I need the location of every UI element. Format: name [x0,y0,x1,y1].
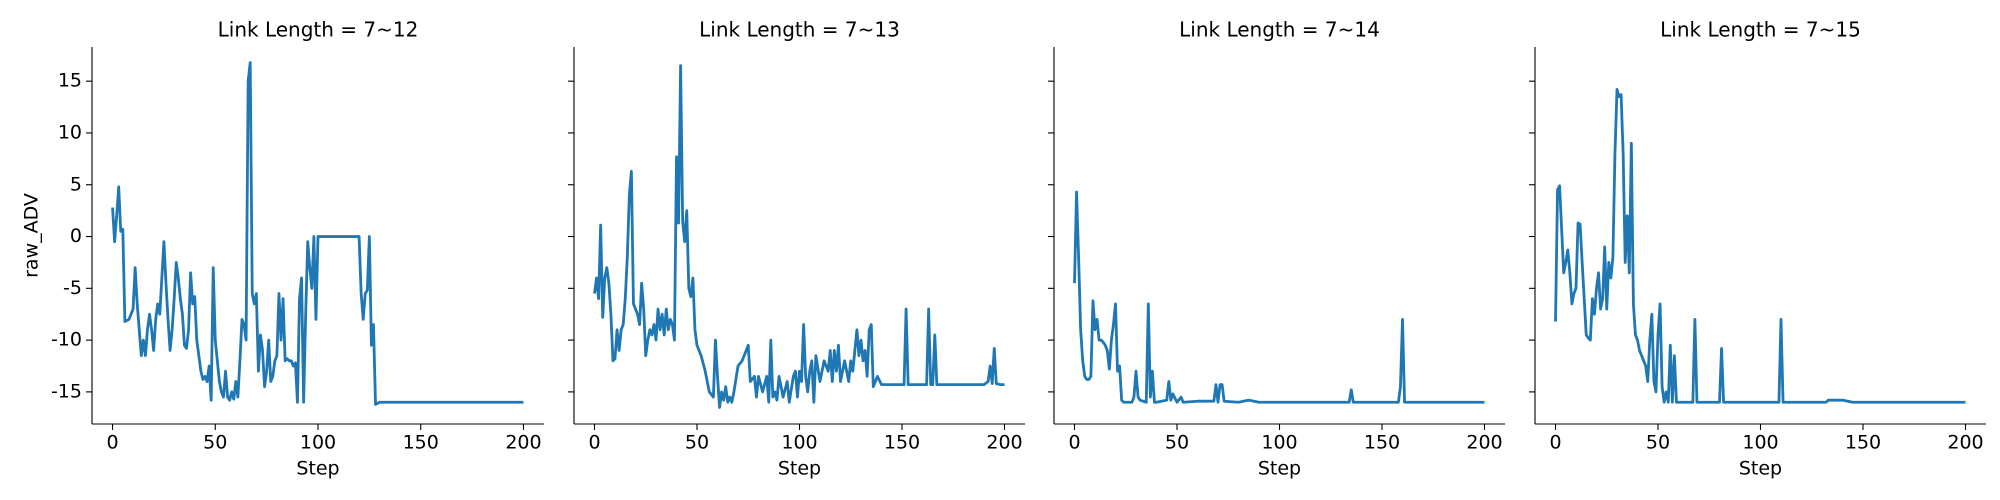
x-tick-label: 0 [588,432,600,454]
x-axis-label: Step [778,458,821,480]
x-tick-label: 50 [1165,432,1189,454]
x-tick-label: 100 [1742,432,1778,454]
x-tick-label: 150 [1364,432,1400,454]
x-tick-label: 200 [505,432,541,454]
x-tick-label: 150 [1845,432,1881,454]
x-axis-label: Step [1739,458,1782,480]
x-tick-label: 200 [986,432,1022,454]
x-tick-label: 100 [781,432,817,454]
y-tick-label: 0 [70,225,82,247]
x-tick-label: 50 [1646,432,1670,454]
x-axis-label: Step [296,458,339,480]
x-tick-label: 150 [403,432,439,454]
y-tick-label: 10 [58,121,82,143]
x-tick-label: 50 [685,432,709,454]
x-tick-label: 0 [1068,432,1080,454]
y-tick-label: -15 [51,380,82,402]
x-tick-label: 50 [203,432,227,454]
data-line [1554,88,1966,404]
y-axis-label: raw_ADV [21,193,43,278]
x-tick-label: 200 [1466,432,1502,454]
y-tick-label: 15 [58,70,82,92]
data-line [1073,190,1485,404]
x-tick-label: 0 [1549,432,1561,454]
x-tick-label: 100 [300,432,336,454]
panel-title: Link Length = 7~15 [1660,18,1861,42]
y-tick-label: -10 [51,329,82,351]
x-tick-label: 100 [1261,432,1297,454]
x-tick-label: 200 [1947,432,1983,454]
panel-title: Link Length = 7~12 [218,18,419,42]
panel-title: Link Length = 7~13 [699,18,900,42]
data-line [593,64,1005,409]
x-tick-label: 150 [884,432,920,454]
x-tick-label: 0 [106,432,118,454]
data-line [111,61,524,406]
panel-title: Link Length = 7~14 [1179,18,1380,42]
y-tick-label: 5 [70,173,82,195]
y-tick-label: -5 [63,277,82,299]
x-axis-label: Step [1258,458,1301,480]
